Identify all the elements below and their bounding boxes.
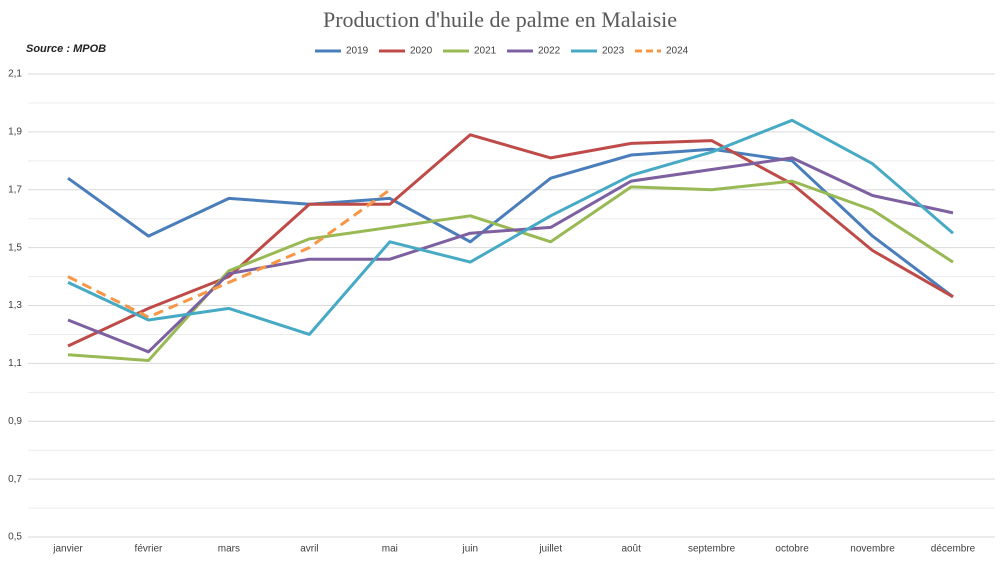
x-tick-label: août (621, 544, 641, 555)
y-tick-label: 1,5 (8, 242, 22, 253)
chart-title: Production d'huile de palme en Malaisie (323, 7, 677, 32)
series-line (67, 147, 954, 298)
y-tick-label: 1,1 (8, 358, 22, 369)
y-tick-label: 0,7 (8, 474, 22, 485)
series-line (67, 118, 954, 336)
legend-label: 2019 (346, 46, 369, 57)
legend-label: 2023 (602, 46, 625, 57)
legend-label: 2024 (666, 46, 689, 57)
legend-label: 2020 (410, 46, 433, 57)
legend-label: 2022 (538, 46, 561, 57)
legend-label: 2021 (474, 46, 497, 57)
x-tick-label: février (135, 544, 163, 555)
y-tick-label: 1,3 (8, 300, 22, 311)
x-tick-label: janvier (52, 544, 83, 555)
series-line (67, 188, 391, 319)
x-tick-label: avril (300, 544, 318, 555)
x-tick-label: septembre (688, 544, 736, 555)
x-tick-label: mars (218, 544, 240, 555)
source-note: Source : MPOB (26, 43, 106, 55)
x-tick-label: décembre (931, 544, 976, 555)
x-tick-label: juin (461, 544, 478, 555)
y-tick-label: 0,5 (8, 532, 22, 543)
series-line (67, 133, 954, 348)
y-tick-label: 2,1 (8, 69, 22, 80)
x-tick-label: juillet (538, 544, 562, 555)
y-tick-label: 0,9 (8, 416, 22, 427)
y-tick-label: 1,9 (8, 127, 22, 138)
x-tick-label: novembre (850, 544, 895, 555)
y-tick-label: 1,7 (8, 184, 22, 195)
x-tick-label: octobre (775, 544, 809, 555)
x-tick-label: mai (382, 544, 398, 555)
